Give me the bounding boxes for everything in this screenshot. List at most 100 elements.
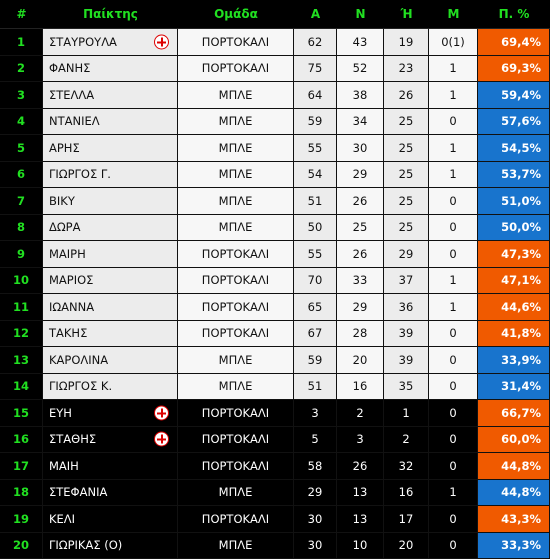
stat-a: 58	[294, 453, 337, 480]
stat-n: 10	[337, 533, 384, 559]
stat-n: 26	[337, 453, 384, 480]
stat-n: 38	[337, 82, 384, 109]
rank-cell: 15	[0, 400, 43, 427]
header-m: Μ	[429, 0, 478, 29]
stat-h: 25	[384, 135, 429, 162]
team-name: ΠΟΡΤΟΚΑΛΙ	[178, 453, 294, 480]
stat-m: 0	[429, 533, 478, 559]
stat-a: 51	[294, 374, 337, 401]
stat-a: 67	[294, 321, 337, 348]
player-cell: ΣΤΑΘΗΣ	[43, 427, 178, 454]
stat-n: 2	[337, 400, 384, 427]
stat-n: 26	[337, 188, 384, 215]
player-cell: ΓΙΩΡΓΟΣ Γ.	[43, 162, 178, 189]
stat-h: 39	[384, 347, 429, 374]
rank-cell: 3	[0, 82, 43, 109]
stat-h: 35	[384, 374, 429, 401]
stat-h: 2	[384, 427, 429, 454]
stat-m: 0	[429, 241, 478, 268]
team-name: ΠΟΡΤΟΚΑΛΙ	[178, 400, 294, 427]
win-percentage: 44,6%	[478, 294, 550, 321]
red-cross-icon	[154, 34, 169, 49]
team-name: ΜΠΛΕ	[178, 162, 294, 189]
win-percentage: 66,7%	[478, 400, 550, 427]
stat-n: 13	[337, 506, 384, 533]
stat-n: 52	[337, 56, 384, 83]
stat-m: 0	[429, 400, 478, 427]
stat-m: 0	[429, 374, 478, 401]
win-percentage: 47,1%	[478, 268, 550, 295]
stat-n: 20	[337, 347, 384, 374]
stat-h: 36	[384, 294, 429, 321]
player-name: ΚΑΡΟΛΙΝΑ	[49, 353, 108, 367]
stat-n: 30	[337, 135, 384, 162]
team-name: ΜΠΛΕ	[178, 109, 294, 136]
team-name: ΠΟΡΤΟΚΑΛΙ	[178, 321, 294, 348]
stat-n: 29	[337, 294, 384, 321]
win-percentage: 41,8%	[478, 321, 550, 348]
player-name: ΓΙΩΡΓΟΣ Γ.	[49, 167, 111, 181]
stat-m: 1	[429, 268, 478, 295]
player-name: ΣΤΑΥΡΟΥΛΑ	[49, 35, 117, 49]
header-player: Παίκτης	[43, 0, 178, 29]
player-cell: ΤΑΚΗΣ	[43, 321, 178, 348]
player-cell: ΦΑΝΗΣ	[43, 56, 178, 83]
red-cross-icon	[154, 432, 169, 447]
rank-cell: 10	[0, 268, 43, 295]
stat-m: 0(1)	[429, 29, 478, 56]
win-percentage: 33,3%	[478, 533, 550, 559]
header-team: Ομάδα	[178, 0, 294, 29]
player-name: ΓΙΩΡΙΚΑΣ (Ο)	[49, 538, 122, 552]
stat-a: 51	[294, 188, 337, 215]
stat-a: 59	[294, 347, 337, 374]
stat-m: 1	[429, 135, 478, 162]
player-name: ΦΑΝΗΣ	[49, 61, 90, 75]
player-cell: ΣΤΕΦΑΝΙΑ	[43, 480, 178, 507]
team-name: ΠΟΡΤΟΚΑΛΙ	[178, 268, 294, 295]
player-name: ΣΤΕΦΑΝΙΑ	[49, 485, 107, 499]
win-percentage: 59,4%	[478, 82, 550, 109]
stat-h: 16	[384, 480, 429, 507]
win-percentage: 69,4%	[478, 29, 550, 56]
rank-cell: 13	[0, 347, 43, 374]
stat-m: 0	[429, 347, 478, 374]
stat-m: 0	[429, 427, 478, 454]
stat-m: 1	[429, 56, 478, 83]
stat-a: 65	[294, 294, 337, 321]
player-name: ΜΑΙΗ	[49, 459, 79, 473]
player-name: ΜΑΙΡΗ	[49, 247, 86, 261]
stat-a: 55	[294, 135, 337, 162]
stat-a: 29	[294, 480, 337, 507]
header-pct: Π. %	[478, 0, 550, 29]
stat-n: 29	[337, 162, 384, 189]
player-cell: ΜΑΙΗ	[43, 453, 178, 480]
stat-h: 25	[384, 109, 429, 136]
win-percentage: 43,3%	[478, 506, 550, 533]
player-name: ΓΙΩΡΓΟΣ Κ.	[49, 379, 112, 393]
team-name: ΜΠΛΕ	[178, 533, 294, 559]
player-name: ΜΑΡΙΟΣ	[49, 273, 93, 287]
red-cross-icon	[154, 405, 169, 420]
rank-cell: 12	[0, 321, 43, 348]
stat-m: 1	[429, 82, 478, 109]
stat-m: 1	[429, 480, 478, 507]
team-name: ΠΟΡΤΟΚΑΛΙ	[178, 29, 294, 56]
stat-h: 17	[384, 506, 429, 533]
stat-h: 32	[384, 453, 429, 480]
rank-cell: 5	[0, 135, 43, 162]
stat-h: 26	[384, 82, 429, 109]
table-header: # Παίκτης Ομάδα Α Ν Ή Μ Π. %	[0, 0, 550, 29]
stat-h: 25	[384, 162, 429, 189]
rank-cell: 11	[0, 294, 43, 321]
